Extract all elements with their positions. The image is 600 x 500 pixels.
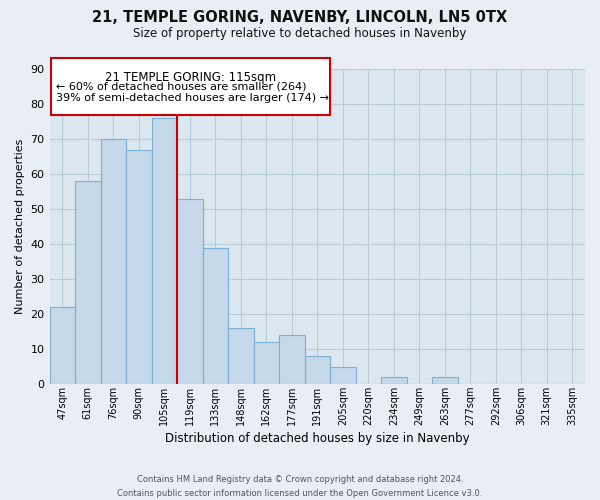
Bar xyxy=(305,356,330,384)
X-axis label: Distribution of detached houses by size in Navenby: Distribution of detached houses by size … xyxy=(165,432,470,445)
Bar xyxy=(51,58,330,114)
Y-axis label: Number of detached properties: Number of detached properties xyxy=(15,139,25,314)
Bar xyxy=(101,139,126,384)
Bar xyxy=(177,198,203,384)
Text: Size of property relative to detached houses in Navenby: Size of property relative to detached ho… xyxy=(133,28,467,40)
Bar xyxy=(330,366,356,384)
Bar xyxy=(152,118,177,384)
Text: 21 TEMPLE GORING: 115sqm: 21 TEMPLE GORING: 115sqm xyxy=(105,71,276,84)
Bar xyxy=(432,377,458,384)
Bar xyxy=(228,328,254,384)
Bar xyxy=(50,307,75,384)
Bar xyxy=(254,342,279,384)
Text: 21, TEMPLE GORING, NAVENBY, LINCOLN, LN5 0TX: 21, TEMPLE GORING, NAVENBY, LINCOLN, LN5… xyxy=(92,10,508,25)
Text: Contains HM Land Registry data © Crown copyright and database right 2024.
Contai: Contains HM Land Registry data © Crown c… xyxy=(118,476,482,498)
Bar xyxy=(381,377,407,384)
Text: ← 60% of detached houses are smaller (264): ← 60% of detached houses are smaller (26… xyxy=(56,82,307,92)
Bar xyxy=(203,248,228,384)
Text: 39% of semi-detached houses are larger (174) →: 39% of semi-detached houses are larger (… xyxy=(56,93,329,103)
Bar xyxy=(126,150,152,384)
Bar xyxy=(279,335,305,384)
Bar xyxy=(75,181,101,384)
